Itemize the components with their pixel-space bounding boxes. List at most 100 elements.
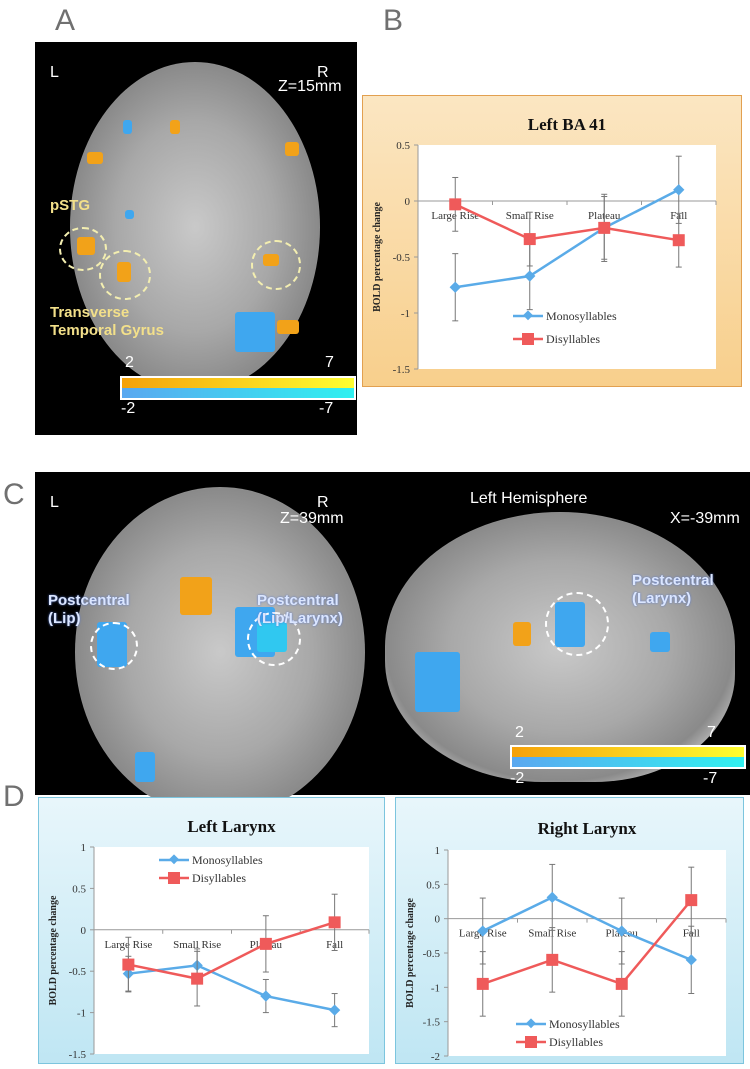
data-point-di [191, 972, 204, 985]
roi-circle [90, 622, 138, 670]
chart-title: Right Larynx [538, 819, 637, 838]
series-line-monosyllables [482, 895, 692, 962]
postcentral-larynx-label-2: (Larynx) [632, 590, 692, 607]
y-axis-label: BOLD percentage change [405, 898, 416, 1008]
y-tick-label: 1 [81, 842, 87, 854]
colorbar-pos-min: 2 [125, 354, 134, 371]
brain-slice [70, 62, 320, 392]
activation-blob [285, 142, 299, 156]
legend-label: Monosyllables [546, 309, 617, 323]
y-tick-label: -1.5 [423, 1017, 441, 1029]
colorbar-neg-max: -7 [703, 770, 718, 787]
legend-label: Monosyllables [549, 1017, 620, 1031]
legend-marker [168, 872, 180, 884]
colorbar-pos-max: 7 [325, 354, 334, 371]
chart-left-ba41: Left BA 41 BOLD percentage change 0.5 0 -0.5… [372, 115, 717, 376]
slice-label: Z=39mm [280, 510, 344, 527]
chart-right-larynx: Right Larynx BOLD percentage change 1 0.5 0 -… [405, 819, 727, 1063]
chart-title: Left BA 41 [528, 115, 606, 134]
series-line-disyllables [128, 921, 335, 980]
activation-blob [135, 752, 155, 782]
colorbar [510, 745, 746, 769]
chart-panel-right-larynx: Right Larynx BOLD percentage change 1 0.5 0 -… [395, 797, 744, 1064]
hemisphere-label: Left Hemisphere [470, 490, 588, 507]
left-marker: L [50, 64, 59, 81]
legend-label: Monosyllables [192, 853, 263, 867]
legend-label: Disyllables [546, 332, 600, 346]
data-point-di [449, 198, 462, 211]
y-tick-label: 0 [81, 925, 87, 937]
activation-blob [415, 652, 460, 712]
y-tick-label: 1 [435, 845, 441, 857]
legend-marker [525, 1036, 537, 1048]
data-point-di [523, 233, 536, 246]
chart-panel-b: Left BA 41 BOLD percentage change 0.5 0 -0.5… [362, 95, 742, 387]
activation-blob [650, 632, 670, 652]
y-tick-label: -0.5 [69, 966, 87, 978]
brain-images-c: L R Z=39mm Left Hemisphere X=-39mm Postc… [35, 472, 750, 817]
y-tick-label: -1 [401, 308, 410, 320]
postcentral-liplarynx-label-1: Postcentral [257, 592, 339, 609]
data-point-di [546, 953, 559, 966]
chart-title: Left Larynx [187, 817, 276, 836]
roi-circle [59, 227, 107, 271]
postcentral-larynx-label-1: Postcentral [632, 572, 714, 589]
data-point-di [259, 937, 272, 950]
slice-label: Z=15mm [278, 78, 342, 95]
legend-label: Disyllables [192, 871, 246, 885]
chart-panel-left-larynx: Left Larynx BOLD percentage change 1 0.5 0 -0… [38, 797, 385, 1064]
activation-blob [235, 312, 275, 352]
activation-blob [170, 120, 180, 134]
y-tick-label: -1 [431, 982, 440, 994]
data-point-mono [524, 270, 536, 282]
colorbar-neg-min: -2 [121, 400, 136, 417]
sagittal-slice-label: X=-39mm [670, 510, 740, 527]
y-tick-label: -1.5 [69, 1049, 87, 1061]
y-tick-label: 0.5 [396, 140, 410, 152]
plot-area [94, 847, 369, 1054]
y-tick-label: -2 [431, 1051, 440, 1063]
postcentral-lip-label-1: Postcentral [48, 592, 130, 609]
series-line-monosyllables [128, 964, 335, 1012]
y-tick-label: 0 [405, 196, 411, 208]
roi-circle [99, 250, 151, 300]
roi-circle [251, 240, 301, 290]
data-point-di [685, 894, 698, 907]
panel-label-d: D [3, 780, 25, 813]
panel-label-b: B [383, 4, 404, 37]
y-tick-label: -0.5 [393, 252, 411, 264]
data-point-mono [685, 954, 697, 966]
data-point-mono [328, 1004, 341, 1016]
activation-blob [125, 210, 134, 219]
ttg-label-line1: Transverse [50, 304, 130, 321]
postcentral-liplarynx-label-2: (Lip/Larynx) [257, 610, 343, 627]
data-point-di [598, 221, 611, 234]
data-point-mono [449, 281, 461, 293]
activation-blob [180, 577, 212, 615]
plot-area [418, 145, 716, 369]
data-point-di [672, 234, 685, 247]
data-point-di [122, 958, 135, 971]
legend-marker [523, 310, 533, 321]
roi-circle [247, 612, 301, 666]
activation-blob [87, 152, 103, 164]
x-tick-label: Small Rise [173, 939, 221, 951]
chart-left-larynx: Left Larynx BOLD percentage change 1 0.5 0 -0… [48, 817, 370, 1061]
series-line-disyllables [454, 203, 679, 242]
y-axis-label: BOLD percentage change [48, 895, 59, 1005]
right-marker: R [317, 494, 329, 511]
activation-blob [277, 320, 299, 334]
ttg-label-line2: Temporal Gyrus [50, 322, 164, 339]
y-axis-label: BOLD percentage change [372, 202, 383, 312]
series-line-monosyllables [455, 188, 680, 289]
activation-blob [123, 120, 132, 134]
data-point-di [476, 977, 489, 990]
y-tick-label: -0.5 [423, 948, 441, 960]
legend-marker [522, 333, 534, 345]
colorbar-pos-max: 7 [707, 724, 716, 741]
data-point-mono [616, 925, 628, 937]
postcentral-lip-label-2: (Lip) [48, 610, 81, 627]
axial-brain-image-a: L R Z=15mm pSTG Transverse Temporal Gyru… [35, 42, 357, 435]
data-point-di [328, 916, 341, 929]
colorbar-pos-min: 2 [515, 724, 524, 741]
